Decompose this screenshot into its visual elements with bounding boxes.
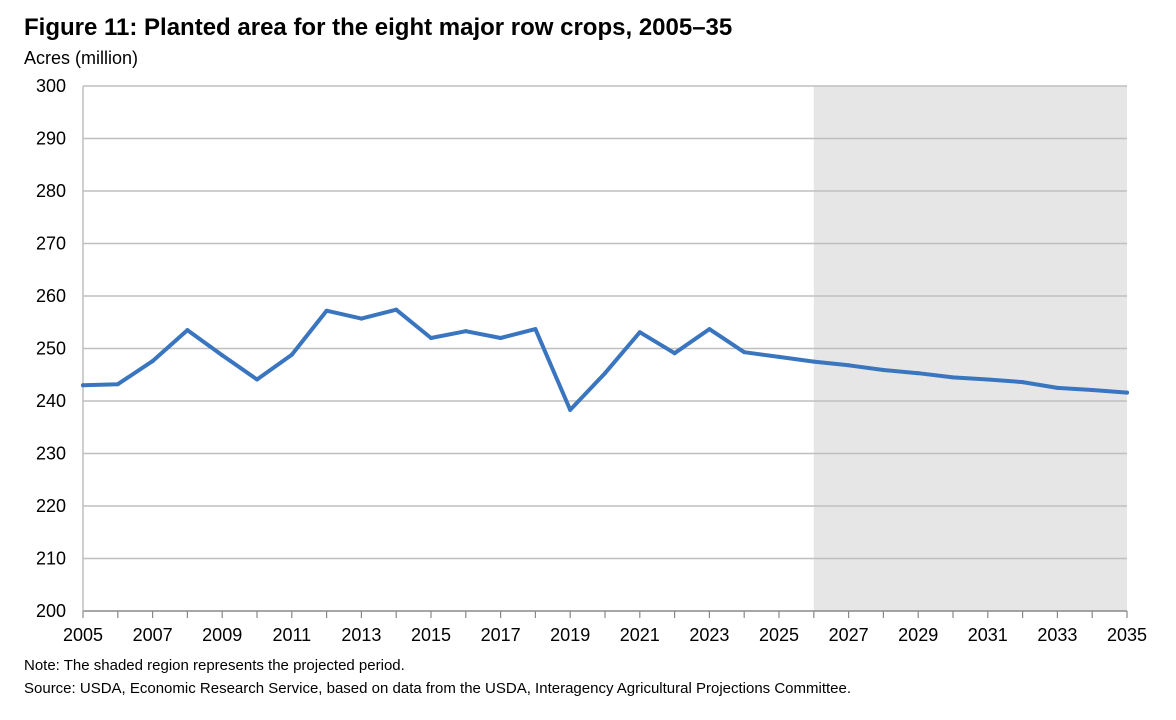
y-axis-label: Acres (million) — [24, 48, 139, 68]
x-tick-label: 2019 — [550, 625, 590, 645]
data-point — [985, 377, 990, 382]
data-point — [81, 383, 85, 388]
data-point — [394, 307, 399, 312]
y-tick-label: 250 — [36, 339, 66, 359]
x-tick-label: 2005 — [63, 625, 103, 645]
y-tick-label: 290 — [36, 129, 66, 149]
data-point — [916, 371, 921, 376]
x-tick-label: 2015 — [411, 625, 451, 645]
data-point — [359, 316, 364, 321]
x-tick-label: 2007 — [133, 625, 173, 645]
y-tick-label: 220 — [36, 496, 66, 516]
x-tick-label: 2033 — [1037, 625, 1077, 645]
data-point — [324, 308, 329, 313]
data-point — [1020, 380, 1025, 385]
data-point — [637, 330, 642, 335]
chart-source: Source: USDA, Economic Research Service,… — [24, 680, 852, 697]
data-point — [777, 354, 781, 359]
data-point — [463, 329, 468, 334]
data-point — [846, 363, 851, 368]
x-tick-label: 2025 — [759, 625, 799, 645]
data-point — [429, 336, 433, 340]
data-point — [1055, 385, 1060, 390]
y-tick-label: 230 — [36, 444, 66, 464]
y-tick-label: 240 — [36, 391, 66, 411]
data-point — [951, 375, 955, 380]
data-point — [1125, 390, 1129, 395]
data-point — [185, 328, 190, 333]
x-tick-label: 2027 — [829, 625, 869, 645]
x-tick-label: 2035 — [1107, 625, 1147, 645]
data-point — [603, 371, 607, 376]
x-tick-label: 2013 — [341, 625, 381, 645]
y-tick-label: 280 — [36, 181, 66, 201]
chart-title: Figure 11: Planted area for the eight ma… — [24, 14, 733, 41]
y-tick-label: 200 — [36, 601, 66, 621]
y-tick-label: 210 — [36, 549, 66, 569]
data-point — [498, 336, 503, 340]
y-tick-label: 260 — [36, 286, 66, 306]
data-point — [881, 368, 886, 373]
data-point — [742, 350, 747, 355]
x-tick-label: 2009 — [202, 625, 242, 645]
x-tick-label: 2021 — [620, 625, 660, 645]
y-tick-label: 270 — [36, 234, 66, 254]
data-point — [811, 359, 816, 364]
chart-note: Note: The shaded region represents the p… — [24, 657, 405, 674]
data-point — [707, 327, 712, 332]
data-point — [115, 382, 120, 387]
x-tick-label: 2023 — [689, 625, 729, 645]
x-tick-label: 2031 — [968, 625, 1008, 645]
line-chart: 200 210 220 230 240 250 260 270 280 290 300 2005 200… — [36, 76, 1147, 645]
x-tick-label: 2011 — [272, 625, 311, 645]
data-point — [568, 407, 573, 412]
data-point — [672, 351, 677, 356]
data-point — [150, 359, 155, 364]
data-point — [220, 353, 225, 358]
data-point — [1090, 387, 1095, 392]
data-point — [255, 377, 259, 382]
data-point — [289, 352, 294, 357]
x-tick-label: 2029 — [898, 625, 938, 645]
y-tick-label: 300 — [36, 76, 66, 96]
data-point — [533, 327, 538, 332]
x-tick-label: 2017 — [481, 625, 521, 645]
